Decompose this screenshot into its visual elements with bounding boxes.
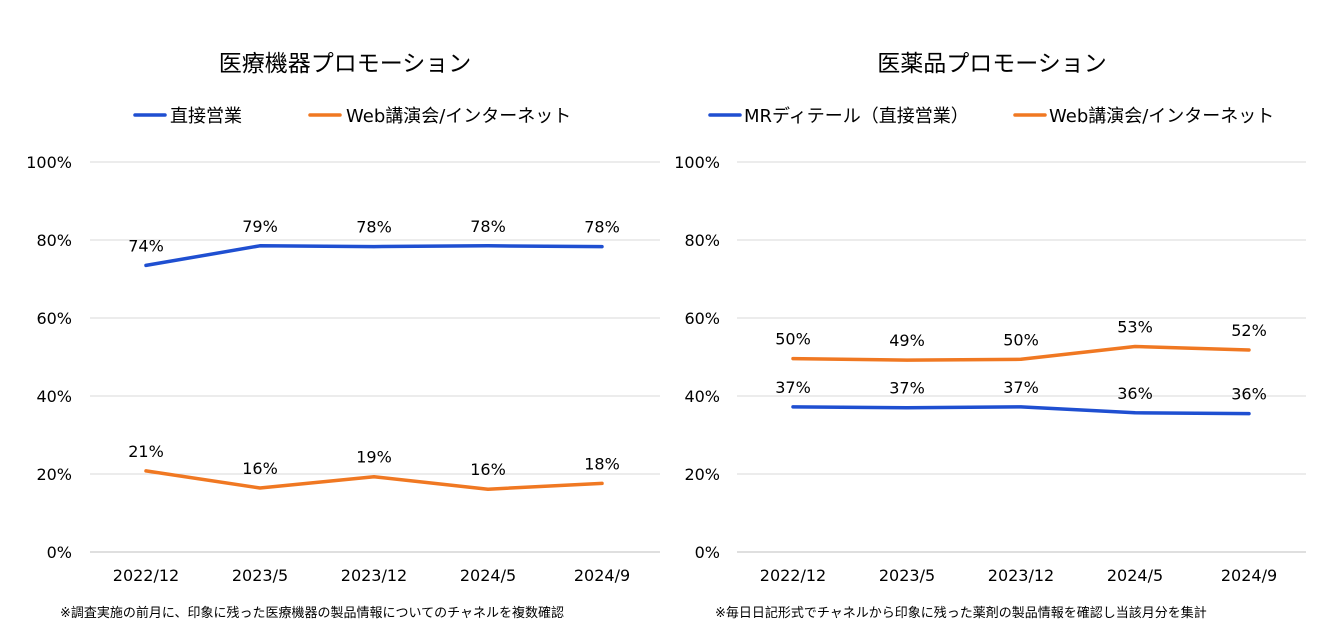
data-label: 74%	[128, 236, 164, 255]
y-tick-label: 20%	[684, 465, 720, 484]
y-tick-label: 40%	[36, 387, 72, 406]
x-tick-label: 2022/12	[113, 566, 179, 585]
data-point	[905, 358, 909, 362]
data-label: 50%	[775, 330, 811, 349]
y-tick-label: 0%	[695, 543, 720, 562]
data-point	[1247, 412, 1251, 416]
data-point	[486, 487, 490, 491]
series-line	[144, 244, 604, 268]
data-label: 50%	[1003, 330, 1039, 349]
chart-title: 医薬品プロモーション	[877, 51, 1107, 77]
data-label: 78%	[356, 218, 392, 237]
data-label: 49%	[889, 331, 925, 350]
data-point	[1133, 411, 1137, 415]
y-tick-label: 80%	[36, 231, 72, 250]
data-label: 37%	[889, 379, 925, 398]
data-label: 36%	[1231, 385, 1267, 404]
x-tick-label: 2024/5	[460, 566, 516, 585]
x-tick-label: 2023/12	[341, 566, 407, 585]
data-point	[791, 357, 795, 361]
x-tick-label: 2024/9	[574, 566, 630, 585]
x-tick-label: 2023/5	[232, 566, 288, 585]
data-label: 37%	[1003, 378, 1039, 397]
data-label: 79%	[242, 217, 278, 236]
legend-label: Web講演会/インターネット	[1049, 106, 1274, 127]
y-tick-label: 80%	[684, 231, 720, 250]
x-tick-label: 2024/9	[1221, 566, 1277, 585]
data-label: 36%	[1117, 384, 1153, 403]
data-point	[486, 244, 490, 248]
x-tick-label: 2023/5	[879, 566, 935, 585]
data-point	[258, 486, 262, 490]
footnote: ※毎日日記形式でチャネルから印象に残った薬剤の製品情報を確認し当該月分を集計	[715, 605, 1207, 621]
legend-label: 直接営業	[170, 106, 242, 127]
y-tick-label: 0%	[47, 543, 72, 562]
data-point	[600, 481, 604, 485]
data-label: 52%	[1231, 321, 1267, 340]
data-label: 16%	[242, 459, 278, 478]
footnote: ※調査実施の前月に、印象に残った医療機器の製品情報についてのチャネルを複数確認	[60, 605, 564, 621]
data-label: 16%	[470, 460, 506, 479]
x-tick-label: 2023/12	[988, 566, 1054, 585]
y-tick-label: 100%	[674, 153, 720, 172]
data-point	[372, 475, 376, 479]
data-point	[1019, 357, 1023, 361]
data-point	[258, 244, 262, 248]
data-point	[600, 245, 604, 249]
data-point	[905, 406, 909, 410]
chart-2: 医薬品プロモーション MRディテール（直接営業） Web講演会/インターネット 0% 2…	[674, 51, 1306, 621]
data-label: 78%	[470, 217, 506, 236]
data-label: 21%	[128, 442, 164, 461]
y-tick-label: 100%	[26, 153, 72, 172]
y-tick-label: 60%	[684, 309, 720, 328]
data-point	[791, 405, 795, 409]
x-tick-label: 2022/12	[760, 566, 826, 585]
y-tick-label: 40%	[684, 387, 720, 406]
data-point	[1019, 405, 1023, 409]
data-label: 18%	[584, 454, 620, 473]
data-label: 53%	[1117, 318, 1153, 337]
data-label: 37%	[775, 378, 811, 397]
data-point	[1133, 345, 1137, 348]
data-point	[1247, 348, 1251, 352]
data-label: 19%	[356, 448, 392, 467]
y-tick-label: 20%	[36, 465, 72, 484]
x-tick-label: 2024/5	[1107, 566, 1163, 585]
legend-label: Web講演会/インターネット	[346, 106, 571, 127]
chart-title: 医療機器プロモーション	[219, 51, 472, 77]
y-tick-label: 60%	[36, 309, 72, 328]
data-point	[144, 263, 148, 267]
data-label: 78%	[584, 218, 620, 237]
legend-label: MRディテール（直接営業）	[744, 106, 969, 127]
data-point	[372, 245, 376, 249]
data-point	[144, 469, 148, 473]
